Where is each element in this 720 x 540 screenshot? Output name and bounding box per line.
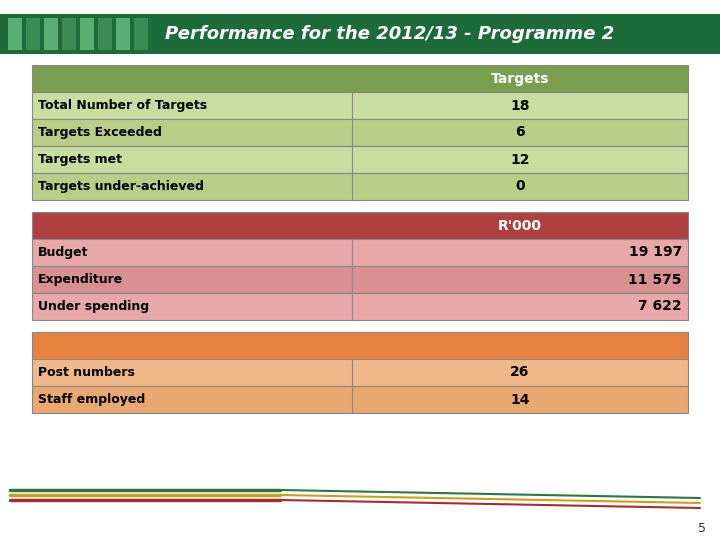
Bar: [32, 359, 688, 386]
Text: 5: 5: [698, 522, 706, 535]
Bar: [134, 18, 148, 50]
Bar: [0, 14, 720, 54]
Bar: [32, 239, 688, 266]
Text: Targets: Targets: [491, 71, 549, 85]
Text: 11 575: 11 575: [629, 273, 682, 287]
Text: Total Number of Targets: Total Number of Targets: [38, 99, 207, 112]
Bar: [26, 18, 40, 50]
Text: Targets met: Targets met: [38, 153, 122, 166]
Bar: [116, 18, 130, 50]
Bar: [44, 18, 58, 50]
Text: Budget: Budget: [38, 246, 89, 259]
Bar: [80, 18, 94, 50]
Bar: [62, 18, 76, 50]
Text: Targets Exceeded: Targets Exceeded: [38, 126, 162, 139]
Text: Performance for the 2012/13 - Programme 2: Performance for the 2012/13 - Programme …: [166, 25, 615, 43]
Bar: [32, 65, 688, 92]
Bar: [32, 119, 688, 146]
Text: 26: 26: [510, 366, 530, 380]
Text: Expenditure: Expenditure: [38, 273, 123, 286]
Text: 14: 14: [510, 393, 530, 407]
Text: 6: 6: [516, 125, 525, 139]
Text: 0: 0: [516, 179, 525, 193]
Text: 7 622: 7 622: [639, 300, 682, 314]
Bar: [32, 386, 688, 413]
Text: Targets under-achieved: Targets under-achieved: [38, 180, 204, 193]
Bar: [32, 332, 688, 359]
Text: 19 197: 19 197: [629, 246, 682, 260]
Bar: [32, 173, 688, 200]
Bar: [98, 18, 112, 50]
Bar: [8, 18, 22, 50]
Bar: [32, 266, 688, 293]
Text: 18: 18: [510, 98, 530, 112]
Text: Staff employed: Staff employed: [38, 393, 145, 406]
Bar: [32, 92, 688, 119]
Text: 12: 12: [510, 152, 530, 166]
Text: Under spending: Under spending: [38, 300, 149, 313]
Text: Post numbers: Post numbers: [38, 366, 135, 379]
Text: R'000: R'000: [498, 219, 542, 233]
Bar: [32, 212, 688, 239]
Bar: [32, 293, 688, 320]
Bar: [32, 146, 688, 173]
